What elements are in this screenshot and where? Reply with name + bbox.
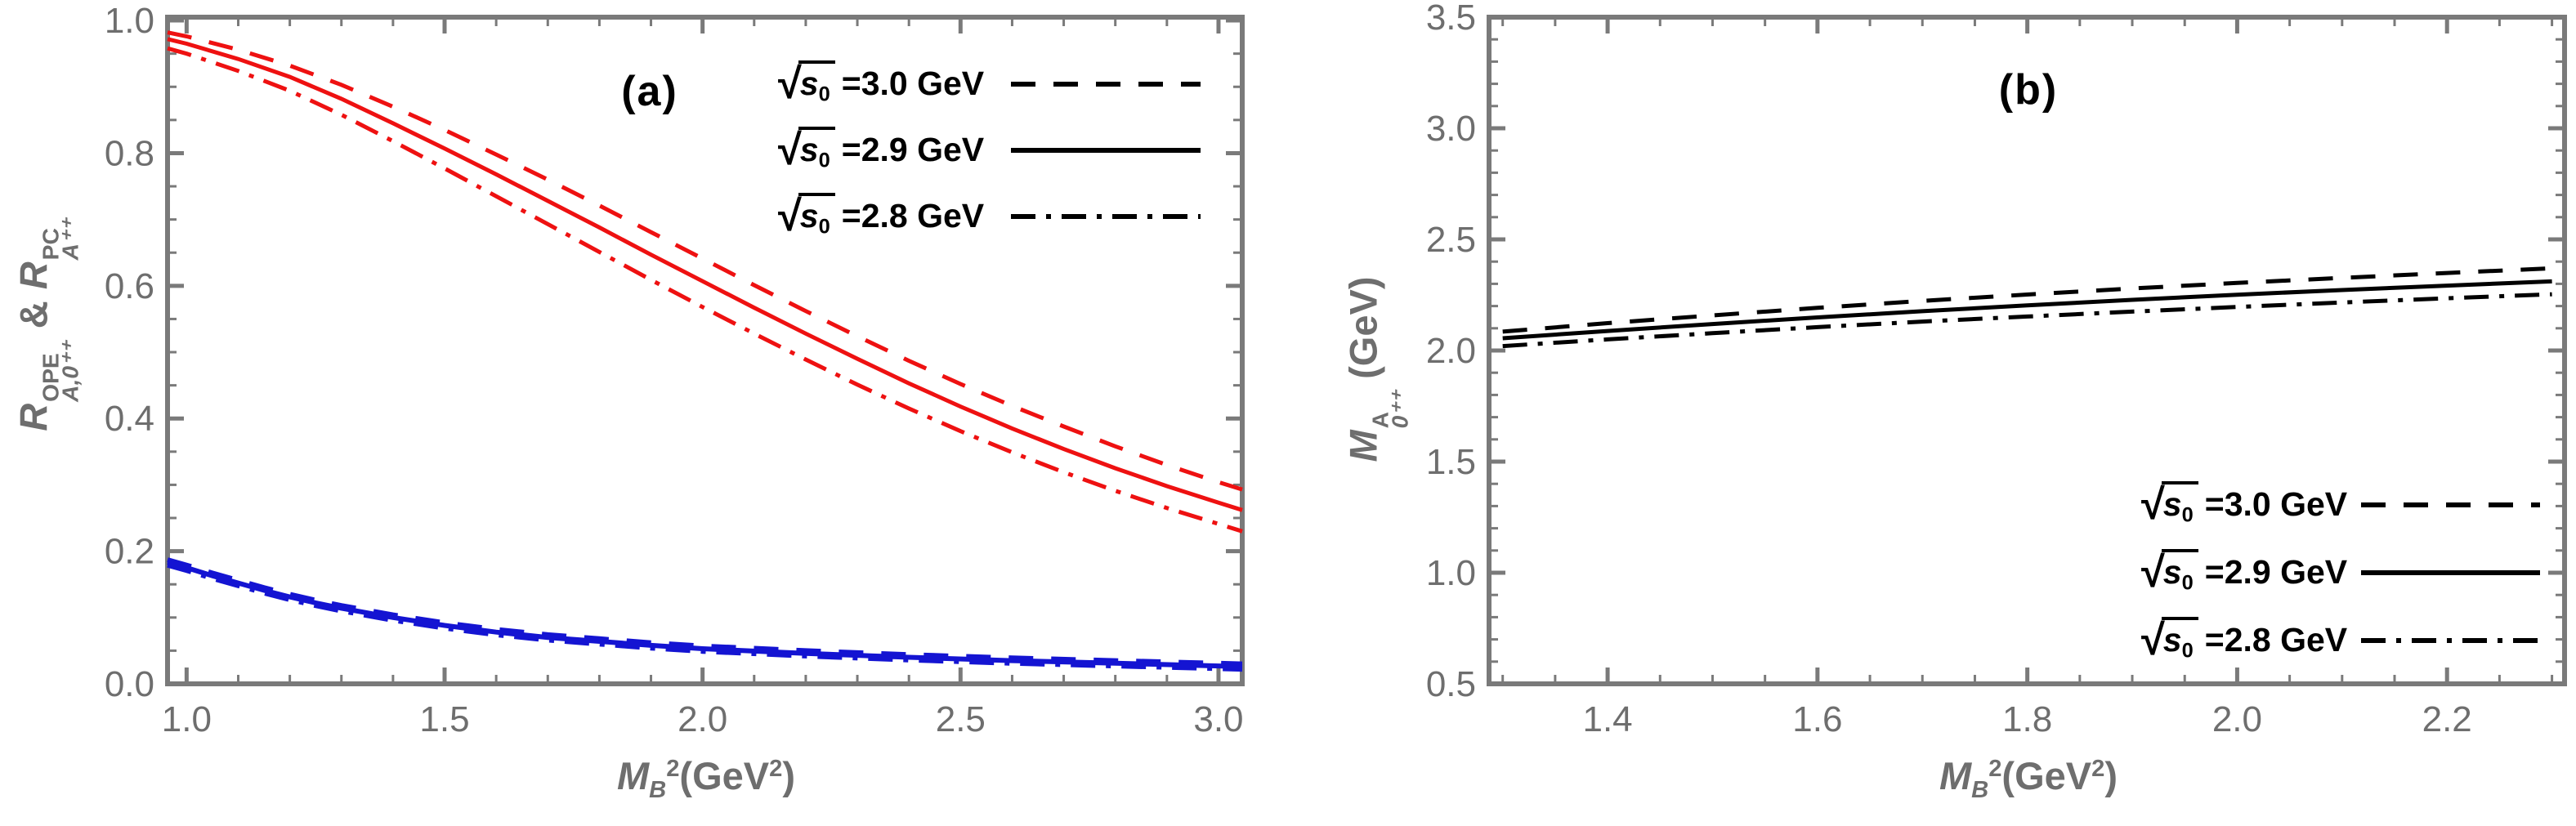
x-tick-label: 1.8 (2002, 699, 2052, 739)
tick-labels: 1.0 1.5 2.0 2.5 3.0 0.0 0.2 0.4 0.6 0.8 1.0 (105, 1, 1244, 739)
y-tick-label: 0.2 (105, 532, 154, 572)
x-tick-label: 1.6 (1792, 699, 1842, 739)
legend-item: √ s0 =2.9 GeV (2141, 538, 2542, 606)
y-tick-label: 3.0 (1426, 109, 1476, 149)
y-tick-label: 0.4 (105, 399, 154, 439)
panel-a-x-axis-label: MB2(GeV2) (617, 754, 795, 804)
curve-r-ope-sqrt-s0-2.8-gev (167, 46, 1243, 534)
legend-line-sample-dashed (2361, 502, 2541, 507)
y-tick-label: 2.0 (1426, 331, 1476, 371)
sqrt-symbol: √ (778, 125, 802, 174)
panel-a-plot: 1.0 1.5 2.0 2.5 3.0 0.0 0.2 0.4 0.6 0.8 1.0 (105, 1, 1245, 739)
y-tick-label: 2.5 (1426, 220, 1476, 260)
sqrt-symbol: √ (2141, 480, 2165, 529)
sqrt-symbol: √ (2141, 547, 2165, 596)
plot-frame (1487, 15, 2567, 686)
y-tick-label: 1.0 (105, 1, 154, 41)
x-tick-label: 2.0 (2212, 699, 2262, 739)
panel-a-legend: √ s0 =3.0 GeV √ s0 =2.9 GeV √ s0 =2.8 GeV (778, 51, 1203, 249)
panel-b-y-axis-label: M A 0⁺⁺ (GeV) (1341, 276, 1413, 462)
y-tick-label: 0.0 (105, 664, 154, 704)
x-tick-label: 2.0 (678, 699, 727, 739)
legend-item: √ s0 =2.9 GeV (778, 117, 1203, 183)
x-tick-label: 1.4 (1582, 699, 1632, 739)
panel-a-y-axis-label: R OPE A,0⁺⁺ &R PC A⁺⁺ (11, 219, 83, 431)
x-var: M (617, 754, 650, 797)
legend-item: √ s0 =2.8 GeV (2141, 606, 2542, 674)
curve-r-pc-sqrt-s0-3.0-gev (167, 557, 1243, 667)
y-tick-label: 0.8 (105, 133, 154, 173)
curve-r-pc-sqrt-s0-2.9-gev (167, 560, 1243, 669)
curve-m-a-sqrt-s0-3.0-gev (1502, 266, 2552, 334)
x-tick-label: 3.0 (1193, 699, 1243, 739)
panel-b-legend: √ s0 =3.0 GeV √ s0 =2.9 GeV √ s0 =2.8 GeV (2141, 471, 2542, 674)
curve-m-a-sqrt-s0-2.8-gev (1502, 292, 2552, 349)
panel-b-label: (b) (1998, 66, 2059, 114)
legend-line-sample-dashdot (2361, 637, 2541, 643)
x-var: M (1939, 754, 1972, 797)
curve-r-pc-sqrt-s0-2.8-gev (167, 562, 1243, 672)
y-tick-label: 0.5 (1426, 664, 1476, 704)
x-tick-label: 1.0 (162, 699, 212, 739)
legend-line-sample-dashed (1011, 81, 1201, 87)
curve-r-ope-sqrt-s0-2.9-gev (167, 37, 1243, 512)
sqrt-symbol: √ (778, 59, 802, 108)
x-tick-label: 2.5 (936, 699, 986, 739)
legend-line-sample-solid (1011, 147, 1201, 153)
y-tick-label: 1.5 (1426, 442, 1476, 482)
x-tick-label: 2.2 (2422, 699, 2472, 739)
y-tick-label: 1.0 (1426, 553, 1476, 593)
legend-line-sample-solid (2361, 569, 2541, 575)
plot-frame (165, 15, 1245, 686)
panel-a-label: (a) (621, 68, 678, 115)
legend-item: √ s0 =3.0 GeV (778, 51, 1203, 117)
curve-r-ope-sqrt-s0-3.0-gev (167, 30, 1243, 492)
sqrt-symbol: √ (2141, 615, 2165, 664)
x-tick-label: 1.5 (419, 699, 469, 739)
panel-b-plot: 1.4 1.6 1.8 2.0 2.2 0.5 1.0 1.5 2.0 2.5 3.0 3.5 (1426, 0, 2567, 739)
y-tick-label: 0.6 (105, 266, 154, 306)
curve-m-a-sqrt-s0-2.9-gev (1502, 279, 2552, 341)
tick-labels: 1.4 1.6 1.8 2.0 2.2 0.5 1.0 1.5 2.0 2.5 3.0 3.5 (1426, 0, 2472, 739)
sqrt-symbol: √ (778, 191, 802, 240)
y-tick-label: 3.5 (1426, 0, 1476, 38)
legend-item: √ s0 =2.8 GeV (778, 183, 1203, 249)
panel-b-x-axis-label: MB2(GeV2) (1939, 754, 2118, 804)
legend-line-sample-dashdot (1011, 213, 1201, 219)
legend-item: √ s0 =3.0 GeV (2141, 471, 2542, 538)
